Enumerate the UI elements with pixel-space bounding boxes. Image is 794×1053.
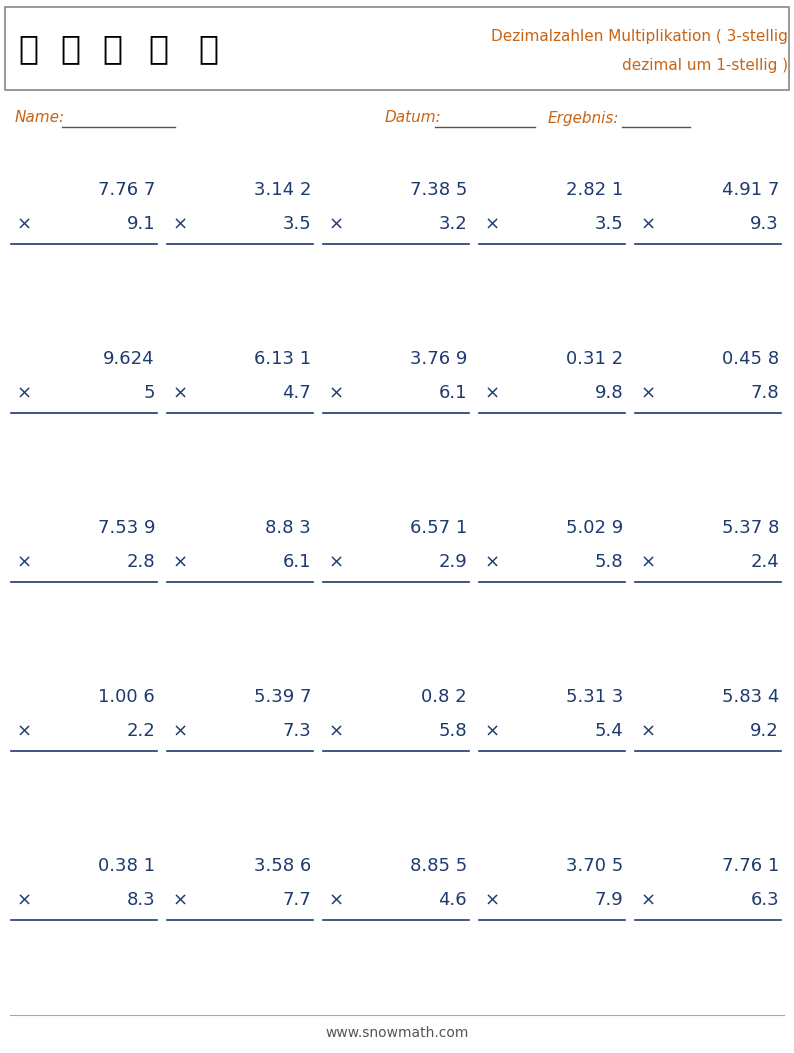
Text: 8.8 3: 8.8 3	[265, 519, 311, 537]
Text: 6.1: 6.1	[283, 553, 311, 571]
Text: 3.5: 3.5	[594, 215, 623, 233]
Text: 🍂: 🍂	[102, 32, 122, 65]
Text: 4.6: 4.6	[438, 891, 467, 909]
Text: ×: ×	[641, 384, 656, 402]
Text: 2.82 1: 2.82 1	[566, 181, 623, 199]
Text: 2.2: 2.2	[126, 722, 155, 740]
Text: 5.8: 5.8	[595, 553, 623, 571]
Text: Datum:: Datum:	[385, 111, 441, 125]
Text: 🎃: 🎃	[198, 32, 218, 65]
Text: ×: ×	[485, 215, 500, 233]
Text: 5.4: 5.4	[594, 722, 623, 740]
Text: 6.13 1: 6.13 1	[254, 351, 311, 369]
Text: 7.38 5: 7.38 5	[410, 181, 467, 199]
Text: ×: ×	[485, 553, 500, 571]
Text: 0.8 2: 0.8 2	[422, 689, 467, 707]
Text: ×: ×	[17, 891, 32, 909]
Text: 7.3: 7.3	[282, 722, 311, 740]
Text: 3.70 5: 3.70 5	[566, 857, 623, 875]
Text: 0.31 2: 0.31 2	[566, 351, 623, 369]
Text: 9.624: 9.624	[103, 351, 155, 369]
Text: ×: ×	[329, 722, 344, 740]
Text: ×: ×	[485, 384, 500, 402]
Text: 5.83 4: 5.83 4	[722, 689, 779, 707]
Text: ×: ×	[17, 215, 32, 233]
Text: 2.8: 2.8	[126, 553, 155, 571]
Text: 3.2: 3.2	[438, 215, 467, 233]
Text: 3.58 6: 3.58 6	[254, 857, 311, 875]
Text: Dezimalzahlen Multiplikation ( 3-stellig: Dezimalzahlen Multiplikation ( 3-stellig	[491, 28, 788, 43]
Text: 3.14 2: 3.14 2	[253, 181, 311, 199]
Text: ×: ×	[329, 553, 344, 571]
Text: ×: ×	[641, 215, 656, 233]
Text: ×: ×	[485, 891, 500, 909]
Text: ×: ×	[173, 384, 188, 402]
Text: 5: 5	[144, 384, 155, 402]
Text: 5.31 3: 5.31 3	[565, 689, 623, 707]
Text: 5.8: 5.8	[438, 722, 467, 740]
Text: ×: ×	[329, 891, 344, 909]
Text: 2.9: 2.9	[438, 553, 467, 571]
Text: 9.1: 9.1	[126, 215, 155, 233]
Text: 9.2: 9.2	[750, 722, 779, 740]
Text: 6.1: 6.1	[438, 384, 467, 402]
Text: ×: ×	[173, 215, 188, 233]
Text: 2.4: 2.4	[750, 553, 779, 571]
Text: ×: ×	[173, 553, 188, 571]
Text: ×: ×	[173, 891, 188, 909]
Text: 8.85 5: 8.85 5	[410, 857, 467, 875]
Text: ×: ×	[329, 215, 344, 233]
Text: ×: ×	[641, 722, 656, 740]
Text: ×: ×	[17, 722, 32, 740]
Text: 5.02 9: 5.02 9	[566, 519, 623, 537]
Text: ×: ×	[17, 553, 32, 571]
Text: 9.8: 9.8	[595, 384, 623, 402]
Text: ×: ×	[641, 553, 656, 571]
Text: dezimal um 1-stellig ): dezimal um 1-stellig )	[622, 58, 788, 73]
Text: 7.53 9: 7.53 9	[98, 519, 155, 537]
Text: 7.76 1: 7.76 1	[722, 857, 779, 875]
Text: 🧦: 🧦	[18, 32, 38, 65]
Text: 7.7: 7.7	[282, 891, 311, 909]
Text: 7.8: 7.8	[750, 384, 779, 402]
Text: ×: ×	[485, 722, 500, 740]
Text: Ergebnis:: Ergebnis:	[548, 111, 619, 125]
Text: 5.37 8: 5.37 8	[722, 519, 779, 537]
Text: 8.3: 8.3	[126, 891, 155, 909]
Text: ×: ×	[17, 384, 32, 402]
Text: 9.3: 9.3	[750, 215, 779, 233]
Text: 🍎: 🍎	[60, 32, 80, 65]
Text: 5.39 7: 5.39 7	[253, 689, 311, 707]
Text: 7.9: 7.9	[594, 891, 623, 909]
Text: ×: ×	[173, 722, 188, 740]
Text: 7.76 7: 7.76 7	[98, 181, 155, 199]
Bar	[5, 7, 789, 90]
Text: ×: ×	[329, 384, 344, 402]
Text: 4.7: 4.7	[282, 384, 311, 402]
Text: ×: ×	[641, 891, 656, 909]
Text: 6.57 1: 6.57 1	[410, 519, 467, 537]
Text: www.snowmath.com: www.snowmath.com	[326, 1026, 468, 1040]
Text: 1.00 6: 1.00 6	[98, 689, 155, 707]
Text: 3.76 9: 3.76 9	[410, 351, 467, 369]
Text: 🎩: 🎩	[148, 32, 168, 65]
Text: Name:: Name:	[15, 111, 65, 125]
Text: 6.3: 6.3	[750, 891, 779, 909]
Text: 0.45 8: 0.45 8	[722, 351, 779, 369]
Text: 0.38 1: 0.38 1	[98, 857, 155, 875]
Text: 3.5: 3.5	[282, 215, 311, 233]
Text: 4.91 7: 4.91 7	[722, 181, 779, 199]
